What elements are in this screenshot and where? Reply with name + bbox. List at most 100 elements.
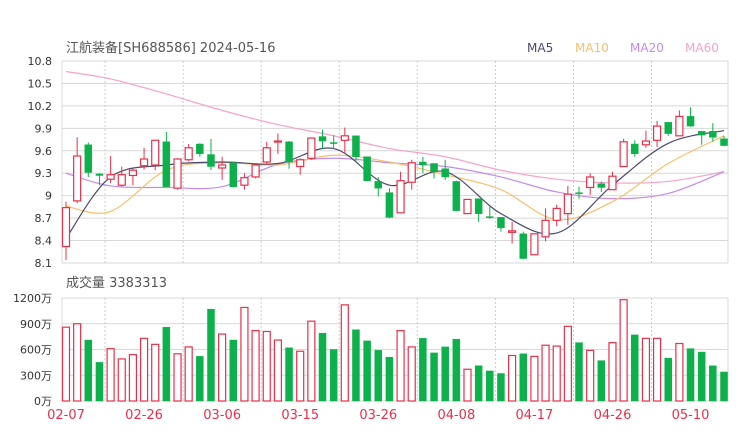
candle-body (196, 143, 204, 155)
candle-body (675, 115, 684, 137)
volume-bar-up (307, 320, 316, 402)
candle-up (652, 120, 662, 148)
candle-down (374, 176, 383, 197)
volume-bar-up (218, 333, 227, 402)
volume-bar-up (128, 354, 138, 402)
candle-up (218, 156, 227, 180)
volume-bar-up (563, 325, 572, 402)
candle-body (530, 233, 539, 256)
volume-bar-up (73, 323, 82, 402)
candle-down (597, 181, 606, 192)
date-label: 04-26 (594, 408, 632, 423)
candle-body (262, 147, 271, 163)
volume-bar-down (285, 347, 293, 402)
date-label: 03-26 (359, 408, 397, 423)
candle-body (229, 162, 238, 187)
candle-up (675, 110, 684, 137)
date-label: 03-15 (281, 408, 319, 423)
volume-bar-down (575, 342, 583, 402)
candle-body (563, 193, 572, 215)
candle-down (329, 135, 338, 149)
price-tick-label: 9.6 (35, 145, 53, 158)
volume-bar-down (162, 326, 171, 402)
candle-down (474, 198, 483, 222)
candle-body (452, 181, 461, 211)
date-label: 04-08 (437, 408, 475, 423)
volume-tick-label: 0万 (34, 395, 52, 408)
candle-body (419, 161, 427, 166)
volume-tick-label: 300万 (20, 369, 52, 382)
price-tick-label: 10.2 (28, 100, 53, 113)
candle-up (552, 204, 561, 227)
price-tick-label: 8.7 (35, 212, 53, 225)
volume-bar-down (519, 353, 528, 402)
candle-down (363, 156, 371, 182)
candle-body (173, 158, 182, 189)
volume-bar-down (664, 357, 672, 402)
volume-bars (61, 299, 728, 402)
candle-up (541, 208, 550, 242)
candle-body (652, 125, 662, 141)
candle-body (251, 164, 260, 178)
price-tick-label: 9 (45, 190, 52, 203)
candle-body (73, 155, 82, 202)
candle-up (463, 198, 472, 215)
candle-up (151, 139, 160, 171)
candle-down (686, 107, 695, 127)
candle-body (709, 131, 717, 138)
volume-bar-up (530, 355, 539, 402)
volume-bar-up (262, 330, 271, 402)
candle-body (575, 192, 583, 194)
volume-bar-up (296, 350, 305, 402)
date-label: 02-07 (47, 408, 85, 423)
candle-down (285, 141, 293, 169)
volume-grid (61, 297, 729, 402)
candle-up (139, 147, 149, 170)
volume-bar-up (675, 342, 684, 402)
candle-down (664, 122, 672, 136)
price-tick-label: 9.9 (35, 122, 53, 135)
candle-down (720, 135, 728, 147)
candle-down (196, 143, 204, 157)
candle-down (486, 206, 494, 219)
volume-bar-up (106, 348, 115, 402)
candlesticks (61, 107, 728, 261)
volume-bar-up (173, 353, 182, 402)
candle-body (641, 140, 651, 146)
candle-body (318, 136, 327, 142)
candle-body (474, 198, 483, 214)
candle-up (106, 156, 115, 183)
candle-body (519, 233, 528, 259)
legend: MA5 MA10 MA20 MA60 (527, 41, 719, 55)
candle-up (307, 137, 316, 160)
volume-tick-label: 900万 (20, 318, 52, 331)
legend-ma20: MA20 (630, 41, 664, 55)
date-label: 04-17 (516, 408, 554, 423)
candle-body (385, 192, 394, 218)
volume-bar-down (709, 365, 717, 402)
candle-up (586, 173, 595, 195)
volume-bar-up (61, 326, 71, 402)
volume-bar-down (374, 350, 383, 402)
candle-up (173, 158, 182, 190)
volume-axis: 1200万 900万 600万 300万 0万 (13, 292, 52, 408)
candle-body (240, 177, 249, 186)
candle-up (641, 130, 651, 148)
volume-bar-down (419, 338, 427, 402)
candle-body (541, 219, 550, 238)
candle-body (106, 174, 115, 180)
candle-up (563, 185, 572, 225)
candle-body (117, 174, 126, 186)
volume-bar-up (117, 358, 126, 402)
candle-up (407, 159, 416, 190)
volume-bar-down (318, 332, 327, 402)
volume-bar-down (497, 373, 505, 402)
volume-bar-up (552, 345, 561, 402)
candle-body (285, 141, 293, 163)
candle-body (61, 207, 71, 248)
candle-body (508, 230, 517, 233)
candle-body (597, 183, 606, 188)
candle-up (340, 127, 349, 154)
price-tick-label: 10.5 (28, 77, 53, 90)
candle-body (95, 173, 104, 176)
